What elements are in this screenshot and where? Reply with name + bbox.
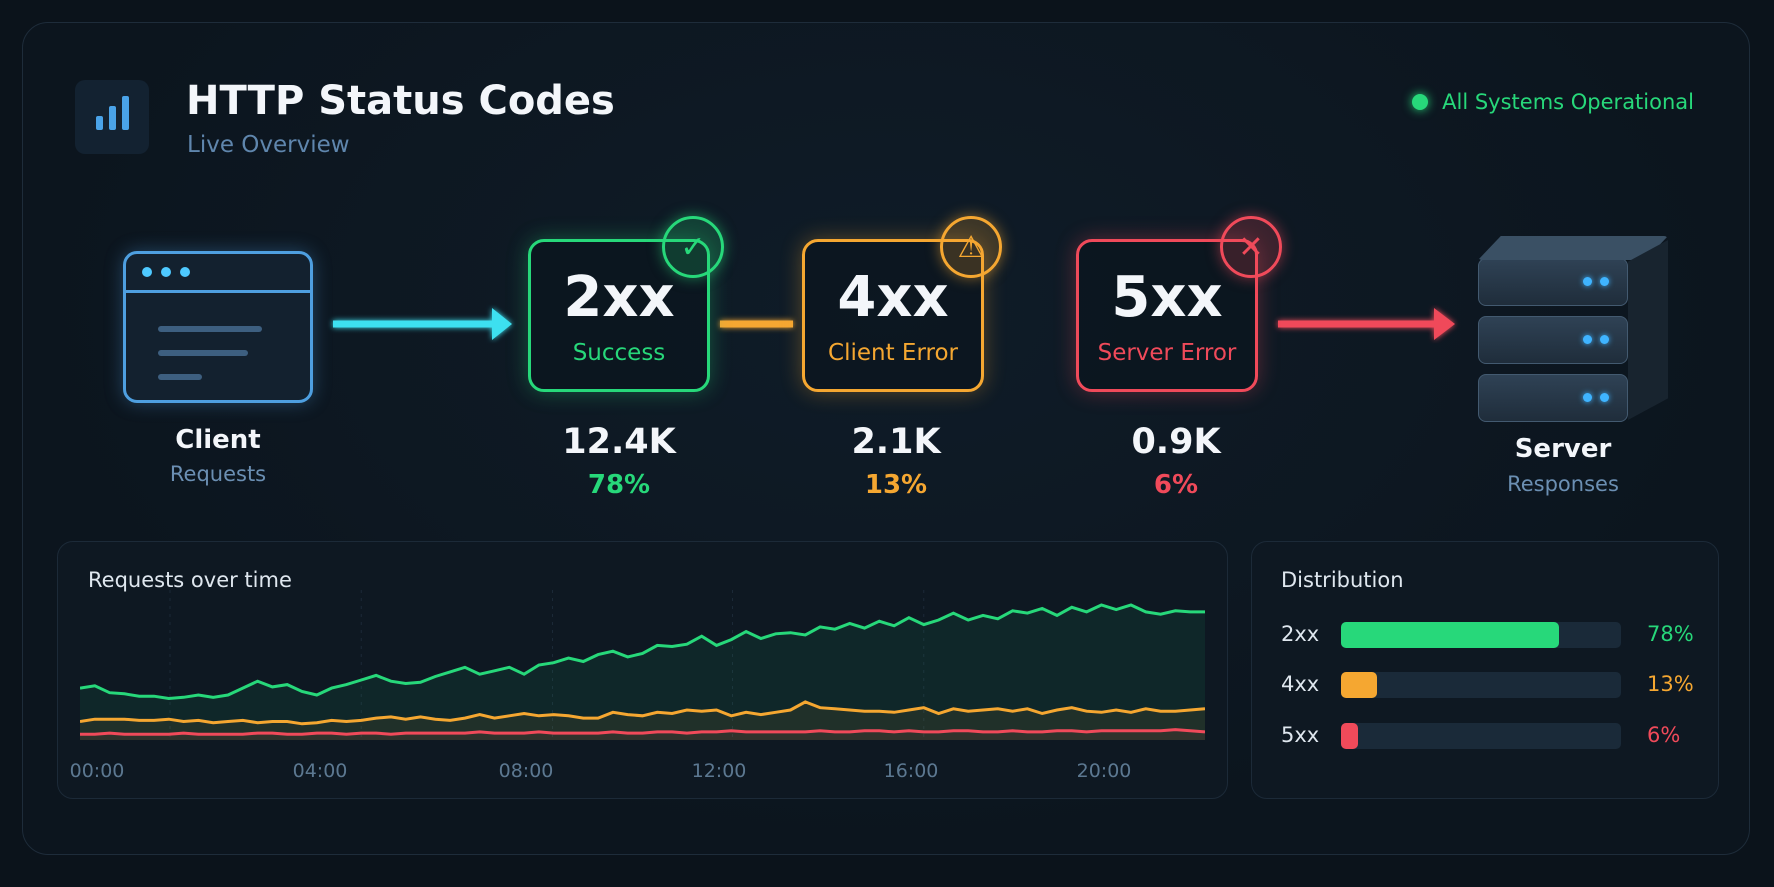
distribution-label: 5xx <box>1281 723 1320 747</box>
distribution-track <box>1341 723 1621 749</box>
x-icon: ✕ <box>1220 216 1282 278</box>
pct-4xx: 13% <box>864 470 928 500</box>
requests-line-chart <box>80 590 1205 740</box>
distribution-bar <box>1341 622 1560 648</box>
distribution-row-5xx: 5xx 6% <box>1281 723 1691 749</box>
warning-icon: ⚠ <box>940 216 1002 278</box>
status-text: All Systems Operational <box>1442 90 1694 114</box>
timeline-panel <box>57 541 1228 799</box>
distribution-value: 6% <box>1647 723 1681 747</box>
browser-window-icon <box>123 251 313 403</box>
distribution-row-2xx: 2xx 78% <box>1281 622 1694 648</box>
client-label: Client <box>175 425 261 455</box>
x-tick-label: 04:00 <box>292 760 348 782</box>
server-arrow-head <box>1434 308 1455 340</box>
distribution-bar <box>1341 672 1378 698</box>
client-arrow-head <box>492 308 512 340</box>
count-2xx: 12.4K <box>562 422 676 462</box>
code-value: 2xx <box>563 265 675 330</box>
distribution-track <box>1341 622 1621 648</box>
distribution-label: 2xx <box>1281 622 1320 646</box>
series-line-4xx <box>80 700 1205 726</box>
client-sublabel: Requests <box>169 462 267 486</box>
check-icon: ✓ <box>662 216 724 278</box>
distribution-title: Distribution <box>1281 568 1404 592</box>
status-dot-icon <box>1412 94 1429 110</box>
count-4xx: 2.1K <box>851 422 941 462</box>
server-label: Server <box>1514 434 1612 464</box>
distribution-bar <box>1341 723 1358 749</box>
series-line-2xx <box>80 603 1205 701</box>
code-description: Client Error <box>828 340 958 366</box>
timeline-title: Requests over time <box>88 568 292 592</box>
pct-5xx: 6% <box>1153 470 1199 500</box>
distribution-value: 13% <box>1647 672 1694 696</box>
x-tick-label: 12:00 <box>691 760 747 782</box>
count-5xx: 0.9K <box>1131 422 1221 462</box>
server-sublabel: Responses <box>1507 472 1619 496</box>
page-title: HTTP Status Codes <box>186 78 615 124</box>
series-line-5xx <box>80 728 1205 736</box>
system-status: All Systems Operational <box>1412 90 1694 114</box>
page-subtitle: Live Overview <box>187 132 350 158</box>
pct-2xx: 78% <box>587 470 651 500</box>
x-tick-label: 00:00 <box>69 760 125 782</box>
distribution-label: 4xx <box>1281 672 1320 696</box>
code-description: Server Error <box>1097 340 1237 366</box>
distribution-value: 78% <box>1647 622 1694 646</box>
x-tick-label: 20:00 <box>1076 760 1132 782</box>
code-value: 4xx <box>837 265 949 330</box>
code-value: 5xx <box>1111 265 1223 330</box>
distribution-track <box>1341 672 1621 698</box>
distribution-panel <box>1251 541 1719 799</box>
x-tick-label: 08:00 <box>498 760 554 782</box>
code-description: Success <box>572 340 666 366</box>
distribution-row-4xx: 4xx 13% <box>1281 672 1694 698</box>
bar-chart-icon <box>75 80 149 154</box>
x-tick-label: 16:00 <box>883 760 939 782</box>
